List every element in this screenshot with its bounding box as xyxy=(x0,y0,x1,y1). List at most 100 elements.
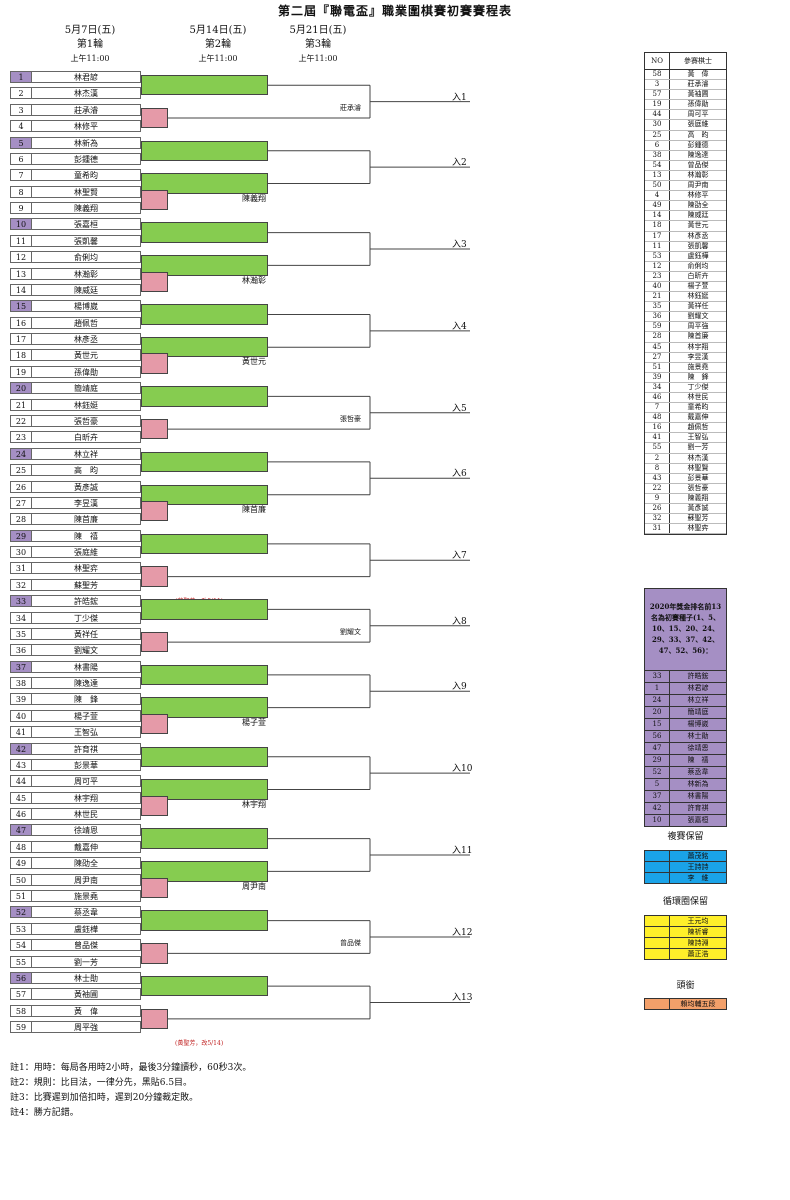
player-number: 6 xyxy=(10,152,32,165)
blank-cell xyxy=(645,873,670,883)
participant-row: 46 林世民 xyxy=(645,393,726,404)
player-number: 45 xyxy=(10,791,32,804)
round-box xyxy=(141,533,268,554)
player-number: 43 xyxy=(10,758,32,771)
participant-no: 40 xyxy=(645,281,670,292)
player-number: 41 xyxy=(10,726,32,739)
player-name: 林杰漢 xyxy=(32,87,141,100)
round-1-date: 5月7日(五) xyxy=(64,25,116,36)
participant-no: 45 xyxy=(645,342,670,352)
participant-no: 27 xyxy=(645,352,670,362)
participant-name: 林聖弈 xyxy=(687,524,709,533)
group-winner: 曾品傑 xyxy=(340,938,361,947)
player-number: 33 xyxy=(10,595,32,608)
participant-name: 林鈺娗 xyxy=(687,292,709,301)
round-box xyxy=(141,910,268,931)
first-round-box xyxy=(141,353,168,374)
participants-header: NO 參賽棋士 xyxy=(645,53,726,70)
player-number: 36 xyxy=(10,644,32,657)
participant-name: 陳威廷 xyxy=(687,211,709,220)
participant-name: 周平強 xyxy=(687,322,709,331)
participant-row: 55 劉一芳 xyxy=(645,443,726,454)
participant-row: 6 彭鍾德 xyxy=(645,140,726,151)
participant-name: 楊子萱 xyxy=(687,281,709,290)
round-1-time: 上午11:00 xyxy=(70,54,110,63)
seed-row: 52 蔡丞韋 xyxy=(645,767,726,779)
seed-row: 37 林書陽 xyxy=(645,791,726,803)
participant-row: 17 林彥丞 xyxy=(645,231,726,242)
participant-row: 8 林聖賢 xyxy=(645,463,726,474)
participant-name: 施景堯 xyxy=(687,362,709,371)
participant-row: 12 俞俐均 xyxy=(645,261,726,272)
round-box xyxy=(141,451,268,473)
round-2-header: 5月14日(五) 第2輪 上午11:00 xyxy=(178,24,258,66)
participant-name: 高 昀 xyxy=(687,130,709,139)
group-winner: 林瀚彰 xyxy=(242,275,266,285)
participant-no: 4 xyxy=(645,191,670,201)
player-name: 林世民 xyxy=(32,808,141,821)
seed-no: 37 xyxy=(645,791,670,802)
participant-no: 7 xyxy=(645,403,670,413)
round-2-time: 上午11:00 xyxy=(198,54,238,63)
participant-name: 張凱馨 xyxy=(687,241,709,250)
player-number: 5 xyxy=(10,136,32,149)
first-round-box xyxy=(141,877,168,898)
participant-row: 43 彭景華 xyxy=(645,473,726,484)
participant-no: 57 xyxy=(645,90,670,100)
participant-name: 曾品傑 xyxy=(687,160,709,169)
entry-label: 入7 xyxy=(452,551,467,562)
round-box xyxy=(141,222,268,243)
round-box xyxy=(141,861,268,882)
round-box xyxy=(141,664,268,686)
round-box xyxy=(141,140,268,161)
participant-name: 黃彥誠 xyxy=(687,504,709,513)
seed-row: 33 許皓鋐 xyxy=(645,671,726,683)
reserve-round-name: 王元均 xyxy=(687,917,709,925)
blank-cell xyxy=(645,916,670,926)
player-name: 林書陽 xyxy=(32,660,141,673)
participant-no: 8 xyxy=(645,463,670,473)
player-number: 23 xyxy=(10,431,32,444)
seed-name: 林立祥 xyxy=(687,696,709,704)
group-winner: 林宇翔 xyxy=(242,799,266,809)
seed-name: 林士勛 xyxy=(687,732,709,740)
participant-name: 黃世元 xyxy=(687,221,709,230)
player-name: 陳 禧 xyxy=(32,529,141,542)
participant-row: 59 周平強 xyxy=(645,322,726,333)
participant-name: 趙佩哲 xyxy=(687,423,709,432)
player-number: 16 xyxy=(10,316,32,329)
seed-name: 林書陽 xyxy=(687,792,709,800)
participant-row: 40 楊子萱 xyxy=(645,281,726,293)
player-number: 27 xyxy=(10,496,32,509)
participant-no: 19 xyxy=(645,100,670,110)
player-name: 黃祥任 xyxy=(32,627,141,640)
blank-cell xyxy=(645,949,670,959)
seed-table: 2020年獎金排名前13名為初賽種子(1、5、10、15、20、24、29、33… xyxy=(644,588,727,827)
seed-row: 15 楊博崴 xyxy=(645,719,726,731)
participant-no: 2 xyxy=(645,453,670,463)
blank-cell xyxy=(645,999,670,1009)
round-box xyxy=(141,746,268,767)
player-name: 蔡丞韋 xyxy=(32,906,141,919)
player-name: 張庭維 xyxy=(32,546,141,559)
reserve-final-title: 複賽保留 xyxy=(667,832,704,842)
seed-row: 1 林君諺 xyxy=(645,683,726,695)
group-winner: 周尹南 xyxy=(242,881,266,891)
round-box xyxy=(141,697,268,718)
entry-label: 入5 xyxy=(452,403,467,414)
player-number: 29 xyxy=(10,529,32,542)
participants-header-name: 參賽棋士 xyxy=(684,57,712,65)
participant-row: 41 王智弘 xyxy=(645,433,726,444)
player-name: 林鈺娗 xyxy=(32,398,141,411)
participant-name: 林修平 xyxy=(687,191,709,200)
reserve-round-title: 循環圈保留 xyxy=(662,897,708,907)
participant-row: 18 黃世元 xyxy=(645,221,726,232)
reserve-final-name: 李 維 xyxy=(687,874,709,882)
player-name: 林新為 xyxy=(32,136,141,149)
participant-row: 57 黃袖圃 xyxy=(645,90,726,101)
reserve-round-name: 陳祈睿 xyxy=(687,928,709,936)
participant-name: 陳義翔 xyxy=(687,493,709,502)
participant-row: 38 陳逸達 xyxy=(645,150,726,161)
player-number: 22 xyxy=(10,414,32,427)
first-round-box xyxy=(141,107,168,129)
